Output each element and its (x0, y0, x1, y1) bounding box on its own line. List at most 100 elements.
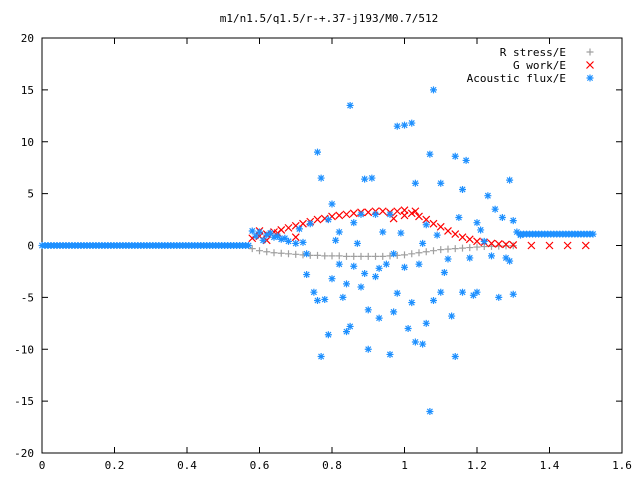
acoustic-flux-point (285, 237, 292, 245)
acoustic-flux-point (448, 312, 456, 320)
series-layer (38, 86, 597, 415)
acoustic-flux-point (401, 121, 408, 129)
acoustic-flux-point (455, 213, 463, 221)
acoustic-flux-point (343, 328, 350, 336)
acoustic-flux-point (419, 239, 427, 247)
acoustic-flux-point (277, 235, 285, 243)
r-stress-point (459, 244, 466, 252)
g-work-point (284, 223, 293, 232)
y-tick-label: 15 (21, 84, 34, 97)
acoustic-flux-point (390, 308, 398, 316)
acoustic-flux-point (513, 228, 521, 236)
acoustic-flux-point (357, 210, 365, 218)
acoustic-flux-point (437, 179, 445, 187)
r-stress-point (415, 249, 423, 257)
g-work-point (291, 233, 300, 242)
y-tick-label: -10 (14, 343, 34, 356)
acoustic-flux-point (343, 280, 350, 288)
acoustic-flux-point (422, 319, 430, 327)
acoustic-flux-point (368, 174, 376, 182)
acoustic-flux-point (404, 325, 412, 332)
r-stress-point (314, 251, 321, 259)
acoustic-flux-point (252, 232, 260, 240)
series-0 (248, 242, 517, 260)
acoustic-flux-point (335, 228, 343, 236)
acoustic-flux-point (488, 252, 495, 260)
acoustic-flux-point (263, 231, 271, 239)
legend-label: G work/E (513, 59, 566, 72)
g-work-point (473, 237, 481, 246)
r-stress-point (263, 248, 271, 256)
g-work-point (509, 241, 518, 249)
acoustic-flux-point (509, 290, 517, 298)
g-work-point (436, 222, 445, 231)
acoustic-flux-point (303, 250, 311, 258)
acoustic-flux-point (364, 306, 372, 314)
acoustic-flux-point (444, 255, 452, 263)
acoustic-flux-point (350, 262, 358, 270)
acoustic-flux-point (256, 228, 263, 236)
r-stress-point (270, 249, 278, 257)
acoustic-flux-point (364, 345, 372, 353)
acoustic-flux-point (451, 152, 459, 160)
g-work-point (458, 233, 467, 242)
acoustic-flux-point (310, 288, 318, 296)
acoustic-flux-point (314, 296, 321, 304)
g-work-point (378, 207, 387, 216)
acoustic-flux-point (324, 216, 332, 224)
g-work-point (313, 215, 322, 224)
g-work-point (335, 211, 344, 220)
r-stress-point (437, 246, 445, 254)
acoustic-flux-point (335, 260, 343, 268)
chart-title: m1/n1.5/q1.5/r-+.37-j193/M0.7/512 (220, 12, 439, 25)
r-stress-point (277, 249, 285, 257)
acoustic-flux-point (295, 225, 303, 233)
acoustic-flux-point (386, 350, 394, 358)
r-stress-point (473, 243, 481, 251)
acoustic-flux-point (292, 239, 300, 247)
acoustic-flux-point (386, 210, 394, 218)
y-tick-label: 10 (21, 136, 34, 149)
acoustic-flux-point (372, 273, 379, 281)
x-tick-label: 1.6 (612, 459, 632, 472)
acoustic-flux-point (332, 236, 340, 244)
y-tick-label: -20 (14, 447, 34, 460)
legend-label: Acoustic flux/E (467, 72, 566, 85)
r-stress-point (364, 252, 372, 260)
acoustic-flux-point (451, 353, 459, 361)
r-stress-point (350, 252, 358, 260)
y-tick-label: 20 (21, 32, 34, 45)
acoustic-flux-point (408, 119, 416, 127)
acoustic-flux-point (382, 260, 390, 268)
acoustic-flux-point (314, 148, 321, 156)
acoustic-flux-point (433, 231, 441, 239)
g-work-point (299, 219, 307, 228)
r-stress-point (408, 250, 416, 258)
legend-marker (586, 74, 594, 82)
acoustic-flux-point (390, 250, 398, 258)
g-work-point (393, 207, 402, 216)
g-work-point (400, 211, 409, 220)
r-stress-point (444, 245, 452, 253)
g-work-point (444, 227, 452, 235)
legend-marker (586, 48, 594, 56)
r-stress-point (248, 245, 256, 253)
acoustic-flux-baseline-point (245, 242, 253, 249)
acoustic-flux-point (469, 291, 477, 299)
g-work-point (364, 208, 373, 217)
legend-label: R stress/E (500, 46, 566, 59)
acoustic-flux-point (415, 260, 423, 268)
acoustic-flux-point (317, 353, 325, 361)
g-work-point (415, 212, 423, 221)
g-work-point (487, 239, 496, 248)
acoustic-flux-point (506, 257, 514, 265)
acoustic-flux-point (350, 219, 358, 227)
r-stress-point (372, 252, 379, 260)
acoustic-flux-point (440, 268, 448, 276)
acoustic-flux-point (473, 219, 481, 227)
acoustic-flux-point (346, 322, 354, 330)
acoustic-flux-point (372, 210, 379, 218)
acoustic-flux-point (411, 179, 419, 187)
acoustic-flux-point (274, 232, 282, 240)
acoustic-flux-point (361, 270, 369, 278)
